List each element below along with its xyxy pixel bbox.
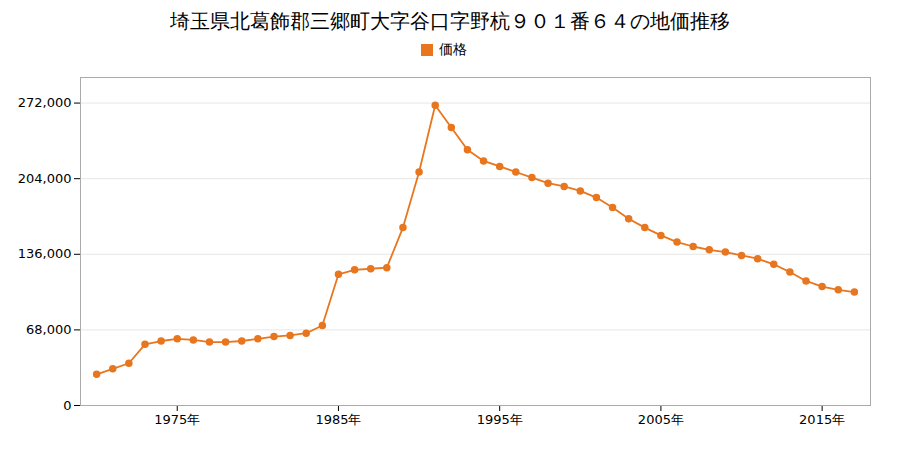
svg-text:136,000: 136,000 — [18, 246, 72, 261]
svg-text:2005年: 2005年 — [638, 412, 684, 427]
svg-text:0: 0 — [63, 398, 71, 413]
svg-text:68,000: 68,000 — [26, 322, 72, 337]
svg-text:272,000: 272,000 — [18, 95, 72, 110]
svg-text:1975年: 1975年 — [154, 412, 200, 427]
svg-text:1985年: 1985年 — [315, 412, 361, 427]
svg-text:1995年: 1995年 — [477, 412, 523, 427]
html-text:埼玉県北葛飾郡三郷町大字谷口字野杭９０１番６４の地価推移: 埼玉県北葛飾郡三郷町大字谷口字野杭９０１番６４の地価推移 — [170, 9, 730, 33]
html-text:価格: 価格 — [439, 41, 467, 57]
svg-text:204,000: 204,000 — [18, 171, 72, 186]
svg-text:2015年: 2015年 — [799, 412, 845, 427]
